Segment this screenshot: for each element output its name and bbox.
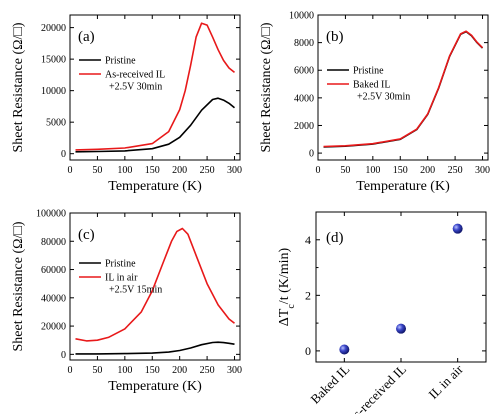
x-tick-label: 100	[117, 165, 132, 176]
y-tick-label: 4	[305, 233, 311, 247]
plot-frame	[69, 212, 241, 361]
panel-label: (b)	[326, 29, 344, 45]
x-tick-label: 150	[145, 165, 160, 176]
series-line-as-received-il	[75, 22, 235, 151]
y-axis-label: Sheet Resistance (Ω/□)	[11, 221, 26, 351]
panel-label: (a)	[78, 29, 95, 45]
y-tick-label: 40000	[41, 293, 66, 304]
y-tick-label: 20000	[41, 322, 66, 333]
x-tick-label: 0	[68, 365, 73, 376]
y-tick-label: 10000	[41, 86, 66, 97]
y-tick-label: 0	[61, 149, 66, 160]
y-tick-label: 4000	[294, 93, 314, 104]
series-line-il-in-air	[75, 227, 235, 342]
legend-note: +2.5V 15min	[109, 285, 162, 296]
y-tick-label: 80000	[41, 237, 66, 248]
panel-label: (d)	[326, 230, 344, 246]
data-point-il-in-air	[452, 223, 463, 234]
x-tick-label: 200	[172, 365, 187, 376]
x-tick-label: 300	[475, 165, 490, 176]
x-tick-label: 200	[172, 165, 187, 176]
plot-frame	[317, 14, 489, 161]
x-tick-label: 0	[68, 165, 73, 176]
panel-b: 0 50 100 150 200 250 300 0 2000 4000 6000 8000 10000…	[259, 11, 490, 195]
y-tick-label: 60000	[41, 265, 66, 276]
x-tick-label: 200	[420, 165, 435, 176]
x-tick-label: 300	[227, 165, 242, 176]
x-tick-label: 0	[316, 165, 321, 176]
x-tick-label: 50	[92, 165, 102, 176]
y-tick-label: 0	[309, 149, 314, 160]
data-point-baked-il	[339, 344, 350, 355]
legend-label: Pristine	[105, 56, 136, 67]
series-line-pristine	[75, 97, 235, 153]
x-tick-label: 100	[117, 365, 132, 376]
panel-a: 0 50 100 150 200 250 300 0 5000 10000 15000 20000 (a…	[11, 14, 242, 194]
x-tick-label: 100	[365, 165, 380, 176]
y-axis-label: Sheet Resistance (Ω/□)	[259, 22, 274, 152]
x-category-label: As-received IL	[343, 361, 409, 414]
x-axis-label: Temperature (K)	[108, 379, 202, 394]
legend-label: Pristine	[353, 66, 384, 77]
y-tick-label: 5000	[46, 118, 66, 129]
legend-label: Pristine	[105, 259, 136, 270]
legend-note: +2.5V 30min	[109, 82, 162, 93]
y-axis-label: ΔTc/t (K/min)	[277, 247, 297, 326]
series-line-pristine	[75, 341, 235, 355]
x-tick-label: 50	[340, 165, 350, 176]
x-tick-label: 150	[393, 165, 408, 176]
x-category-label: Baked IL	[307, 361, 352, 406]
y-tick-label: 6000	[294, 66, 314, 77]
panel-label: (c)	[78, 227, 95, 243]
x-tick-label: 50	[92, 365, 102, 376]
legend-label: IL in air	[105, 273, 138, 284]
y-axis-label: Sheet Resistance (Ω/□)	[11, 22, 26, 152]
x-axis-label: Temperature (K)	[356, 179, 450, 194]
legend-label: As-received IL	[105, 70, 165, 81]
y-tick-label: 15000	[41, 55, 66, 66]
y-tick-label: 0	[61, 350, 66, 361]
x-tick-label: 150	[145, 365, 160, 376]
y-tick-label: 2	[305, 288, 311, 302]
x-tick-label: 300	[227, 365, 242, 376]
data-point-as-received-il	[396, 323, 406, 334]
legend-note: +2.5V 30min	[357, 92, 410, 103]
x-tick-label: 250	[448, 165, 463, 176]
x-category-label: IL in air	[425, 361, 466, 402]
series-line-pristine	[323, 30, 484, 148]
x-tick-label: 250	[200, 165, 215, 176]
y-tick-label: 20000	[41, 23, 66, 34]
plot-frame	[69, 14, 241, 161]
y-tick-label: 2000	[294, 121, 314, 132]
x-tick-label: 250	[200, 365, 215, 376]
legend-label: Baked IL	[353, 80, 391, 91]
y-tick-label: 0	[305, 344, 311, 358]
y-tick-label: 8000	[294, 38, 314, 49]
panel-c: 0 50 100 150 200 250 300 0 20000 40000 60000 80000 1…	[11, 209, 242, 395]
series-line-baked-il	[323, 30, 484, 148]
y-tick-label: 10000	[289, 11, 314, 22]
y-tick-label: 100000	[36, 209, 66, 220]
x-axis-label: Temperature (K)	[108, 179, 202, 194]
